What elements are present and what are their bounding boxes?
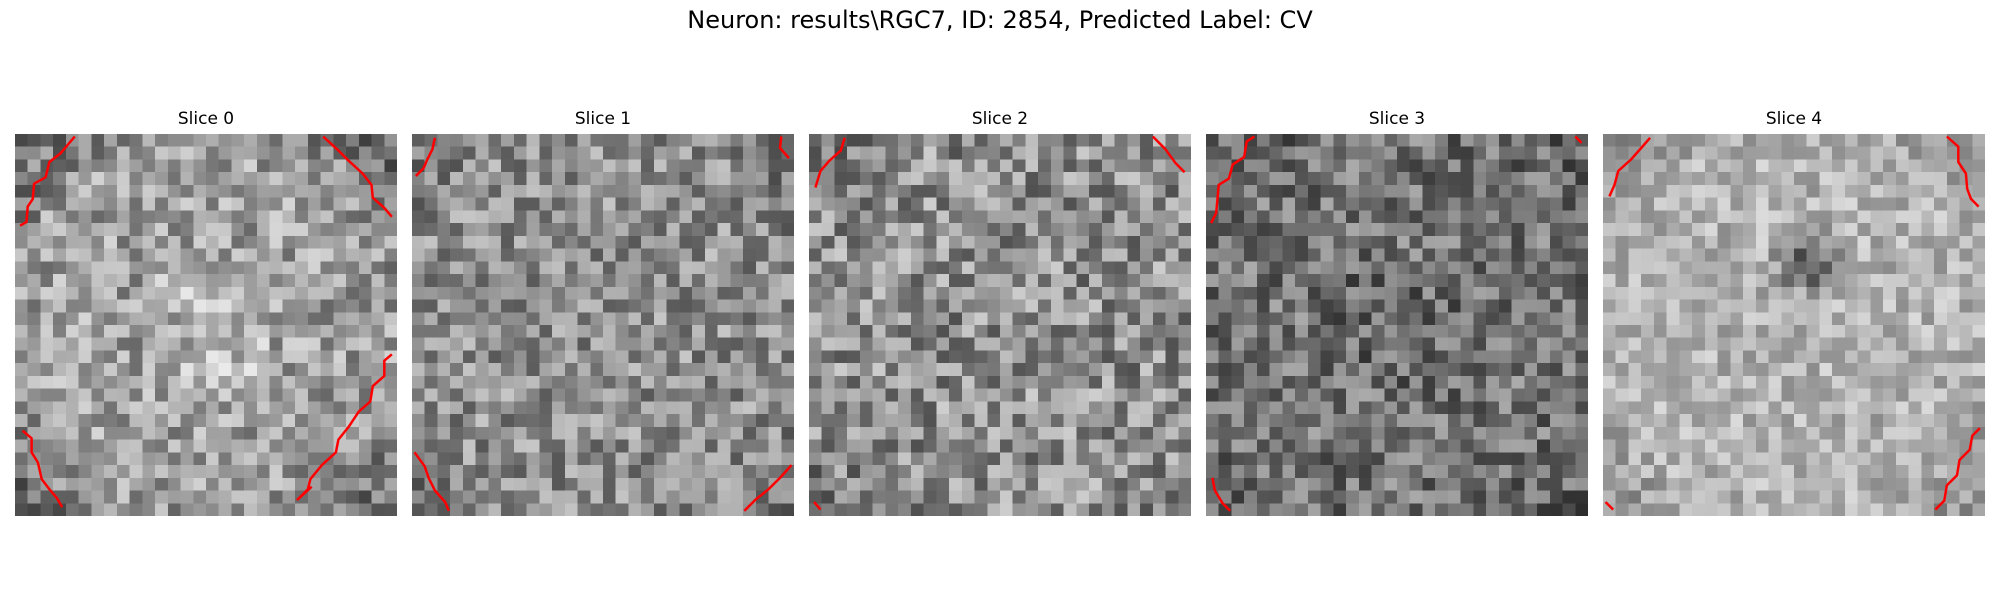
- contour-overlay: [19, 135, 393, 508]
- figure-title: Neuron: results\RGC7, ID: 2854, Predicte…: [687, 6, 1313, 34]
- slice-svg: [412, 134, 794, 516]
- contour-overlay: [413, 136, 793, 512]
- contour-line: [814, 137, 846, 188]
- slice-panel-4: Slice 4: [1603, 108, 1985, 516]
- contour-line: [322, 135, 393, 218]
- pixel-grid: [1206, 134, 1588, 516]
- contour-line: [743, 464, 793, 512]
- slice-svg: [1603, 134, 1985, 516]
- contour-line: [414, 137, 437, 177]
- contour-line: [296, 353, 393, 501]
- slice-svg: [1206, 134, 1588, 516]
- slice-title: Slice 4: [1765, 109, 1823, 129]
- contour-line: [778, 136, 790, 160]
- contour-overlay: [813, 135, 1186, 511]
- contour-line: [813, 501, 822, 511]
- slice-panel-1: Slice 1: [412, 108, 794, 516]
- slice-panel-0: Slice 0: [15, 108, 397, 516]
- slice-image: [15, 134, 397, 516]
- slice-panel-2: Slice 2: [809, 108, 1191, 516]
- contour-line: [1934, 427, 1981, 511]
- contour-overlay: [1604, 135, 1981, 511]
- slice-image: [1603, 134, 1985, 516]
- contour-line: [1608, 136, 1652, 197]
- slice-svg: [809, 134, 1191, 516]
- pixel-grid: [809, 134, 1191, 516]
- slice-image: [1206, 134, 1588, 516]
- slice-title: Slice 3: [1368, 109, 1426, 129]
- contour-line: [1211, 477, 1232, 512]
- contour-overlay: [1209, 135, 1583, 512]
- slice-title: Slice 0: [177, 109, 235, 129]
- contour-line: [1574, 135, 1583, 144]
- slice-image: [809, 134, 1191, 516]
- slice-svg: [15, 134, 397, 516]
- contour-line: [21, 429, 64, 508]
- pixel-grid: [412, 134, 794, 516]
- contour-line: [1945, 135, 1980, 208]
- contour-line: [1604, 501, 1615, 511]
- contour-line: [19, 135, 76, 227]
- pixel-grid: [15, 134, 397, 516]
- slice-image: [412, 134, 794, 516]
- contour-line: [413, 451, 451, 512]
- pixel-grid: [1603, 134, 1985, 516]
- contour-line: [1209, 135, 1256, 224]
- contour-line: [1151, 135, 1186, 174]
- slice-title: Slice 2: [971, 109, 1029, 129]
- slice-panel-3: Slice 3: [1206, 108, 1588, 516]
- slice-title: Slice 1: [574, 109, 632, 129]
